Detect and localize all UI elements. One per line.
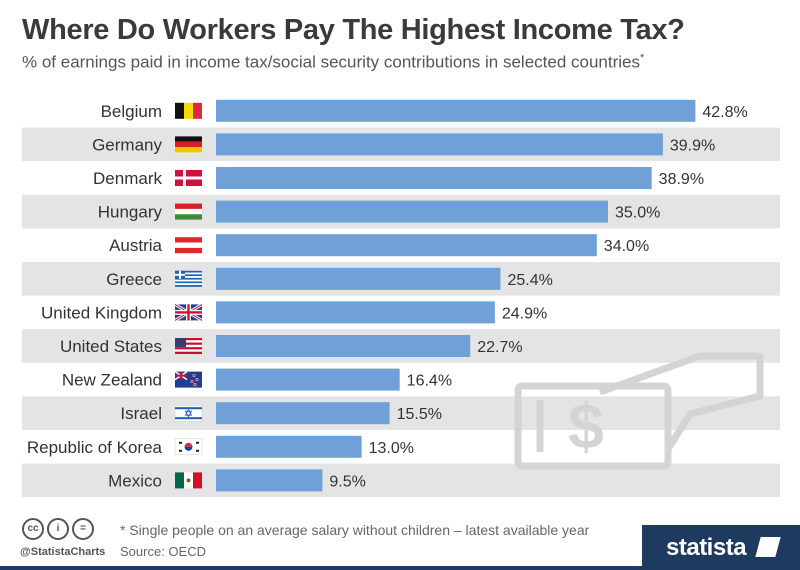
money-hand-watermark-icon: $ (514, 352, 764, 470)
bar (216, 368, 400, 391)
category-label: Hungary (98, 203, 163, 222)
bottom-accent-bar (0, 566, 800, 570)
germany-flag-icon (175, 136, 202, 153)
denmark-flag-icon (175, 170, 202, 186)
value-label: 15.5% (397, 406, 442, 423)
us-flag-icon (175, 338, 202, 354)
value-label: 22.7% (477, 339, 522, 356)
category-label: New Zealand (62, 371, 162, 390)
value-label: 35.0% (615, 205, 660, 222)
bar (216, 402, 390, 425)
no-derivatives-icon: = (72, 518, 94, 540)
category-label: Denmark (93, 169, 162, 188)
watermark-hand (598, 352, 764, 451)
value-label: 38.9% (659, 171, 704, 188)
bar (216, 133, 663, 156)
hungary-flag-icon (175, 203, 202, 220)
bar (216, 335, 471, 357)
category-label: Greece (106, 270, 162, 289)
category-label: Israel (120, 404, 162, 423)
category-label: Belgium (101, 102, 162, 121)
subtitle-text: % of earnings paid in income tax/social … (22, 52, 640, 72)
subtitle-asterisk: * (640, 52, 645, 64)
category-label: United States (60, 337, 162, 356)
category-label: United Kingdom (41, 303, 162, 322)
category-label: Republic of Korea (27, 438, 163, 457)
bar (216, 167, 652, 189)
bar (216, 267, 501, 290)
austria-flag-icon (175, 237, 202, 254)
source-text: Source: OECD (120, 544, 206, 559)
brand-name: statista (666, 534, 747, 561)
new-zealand-flag-icon (174, 370, 202, 388)
greece-flag-icon (175, 270, 202, 287)
mexico-flag-icon (175, 472, 202, 489)
value-label: 9.5% (329, 473, 365, 490)
value-label: 34.0% (604, 238, 649, 255)
bar (216, 435, 362, 458)
value-label: 24.9% (502, 305, 547, 322)
chart-subtitle: % of earnings paid in income tax/social … (22, 52, 644, 73)
chart-title: Where Do Workers Pay The Highest Income … (22, 14, 685, 46)
bar (216, 301, 495, 324)
belgium-flag-icon (175, 102, 202, 119)
attribution-icon: i (47, 518, 69, 540)
statista-logo[interactable]: statista (642, 525, 800, 570)
value-label: 39.9% (670, 137, 715, 154)
korea-flag-icon (174, 438, 203, 456)
value-label: 42.8% (702, 104, 747, 121)
creative-commons-icon: cc (22, 518, 44, 540)
statista-logo-mark-icon (755, 537, 781, 557)
bar (216, 99, 696, 122)
watermark-bill (514, 382, 672, 470)
bar-chart: Belgium 42.8% Germany 39.9% Denmark 38.9% Hung… (22, 99, 780, 498)
row-stripe (22, 396, 780, 430)
bar (216, 200, 608, 223)
statista-handle[interactable]: @StatistaCharts (20, 546, 106, 558)
category-label: Austria (109, 236, 162, 255)
license-icons: cc i = (22, 518, 97, 540)
watermark-dollar-sign: $ (568, 390, 604, 462)
value-label: 25.4% (507, 272, 552, 289)
bar (216, 234, 597, 257)
uk-flag-icon (174, 303, 203, 322)
bar (216, 469, 323, 492)
israel-flag-icon (174, 404, 203, 422)
footnote: * Single people on an average salary wit… (120, 522, 590, 538)
value-label: 13.0% (369, 440, 414, 457)
footer: cc i = @StatistaCharts * Single people on … (0, 512, 800, 570)
category-label: Mexico (108, 471, 162, 490)
value-label: 16.4% (407, 373, 452, 390)
category-label: Germany (92, 135, 162, 154)
